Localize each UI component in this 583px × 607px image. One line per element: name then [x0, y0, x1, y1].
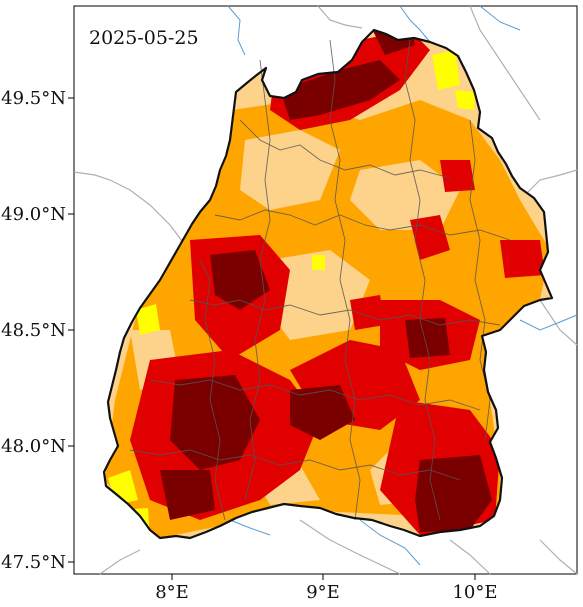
yellow-patch-west	[136, 304, 160, 335]
state-border	[102, 28, 554, 540]
red-patch-ne1	[410, 215, 450, 260]
light-orange-patch-northeast	[350, 160, 460, 230]
lat-label-49-0: 49.0°N	[1, 204, 66, 225]
dark-red-north	[280, 60, 400, 120]
dark-red-blackforest-south	[170, 375, 260, 470]
dark-red-east	[405, 318, 450, 358]
dark-red-blackforest-north	[210, 250, 270, 310]
lat-label-48-5: 48.5°N	[1, 320, 66, 341]
lon-label-10: 10°E	[452, 582, 497, 603]
lon-label-9: 9°E	[306, 582, 340, 603]
yellow-patch-north	[432, 50, 460, 90]
red-patch-ne3	[440, 160, 475, 192]
lat-label-49-5: 49.5°N	[1, 88, 66, 109]
district-boundaries	[129, 39, 511, 521]
drought-patches	[104, 30, 550, 538]
lat-label-47-5: 47.5°N	[1, 552, 66, 573]
neighbor-borders	[73, 5, 578, 575]
lat-label-48-0: 48.0°N	[1, 436, 66, 457]
yellow-patch-center	[312, 255, 325, 270]
date-label: 2025-05-25	[89, 27, 199, 49]
dark-red-southeast	[415, 455, 492, 532]
light-orange-patch-north	[240, 130, 340, 210]
dark-red-alb	[290, 385, 355, 440]
yellow-patch-north2	[455, 90, 475, 110]
red-patch-ne2	[500, 240, 545, 278]
lon-label-8: 8°E	[155, 582, 189, 603]
dark-red-southwest	[160, 470, 215, 520]
rivers	[227, 5, 578, 566]
red-patch-center	[350, 295, 385, 330]
axis-ticks	[68, 97, 476, 580]
